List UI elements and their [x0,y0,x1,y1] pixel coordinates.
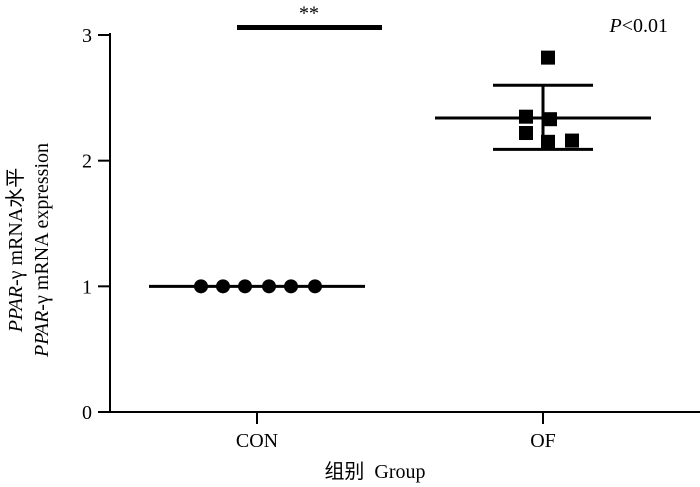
y-tick-label-0: 0 [82,402,92,424]
x-axis-title: 组别 Group [324,460,425,483]
data-point-con-2 [216,279,230,294]
y-axis-title-line1-rest: -γ mRNA水平 [4,168,27,286]
error-bars [149,83,651,288]
y-axis-title-line1-italic: PPAR [5,286,27,333]
y-axis-title-line2: PPAR-γ mRNA expression [31,143,53,358]
y-axis-title-line2-rest: -γ mRNA expression [31,143,53,311]
data-point-of-6 [565,133,579,148]
data-point-con-5 [284,279,298,294]
y-axis-title: PPAR-γ mRNA水平 PPAR-γ mRNA expression [4,143,53,358]
data-point-con-1 [194,279,208,294]
data-point-of-4 [519,126,533,141]
data-point-of-5 [541,134,555,149]
x-tick-label-of: OF [530,430,556,452]
p-value-label-italic: P [609,15,622,37]
data-point-of-2 [519,109,533,124]
data-point-of-3 [543,112,557,127]
data-point-of-1 [541,50,555,65]
p-value-label-rest: <0.01 [622,15,668,37]
y-tick-label-2: 2 [82,151,92,173]
y-tick-label-1: 1 [82,276,92,298]
data-point-con-4 [262,279,276,294]
data-point-con-6 [308,279,322,294]
x-tick-label-con: CON [236,430,278,452]
p-value-label: P<0.01 [609,15,669,37]
y-tick-label-3: 3 [82,25,92,47]
y-ticks: 0 1 2 3 [82,25,110,424]
significance-marker: ** [299,2,319,24]
data-point-con-3 [238,279,252,294]
data-points [194,50,579,294]
y-axis-title-line1: PPAR-γ mRNA水平 [4,168,27,334]
y-axis-title-line2-italic: PPAR [31,311,53,358]
